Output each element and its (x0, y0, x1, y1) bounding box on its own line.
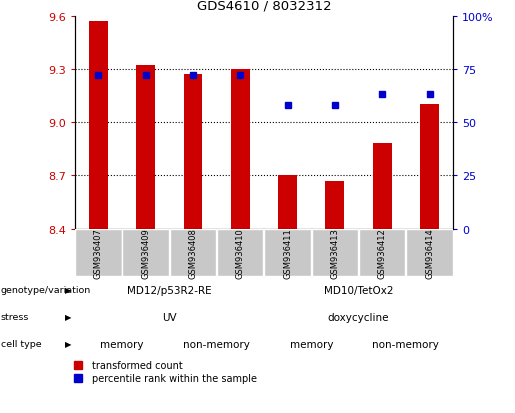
Bar (406, 229, 453, 277)
Text: GSM936409: GSM936409 (141, 228, 150, 278)
Bar (89, 22, 108, 229)
Bar (123, 229, 169, 277)
Bar (359, 229, 405, 277)
Text: memory: memory (100, 339, 144, 349)
Text: memory: memory (289, 339, 333, 349)
Text: ▶: ▶ (65, 313, 71, 321)
Text: cell type: cell type (1, 339, 41, 348)
Text: genotype/variation: genotype/variation (1, 286, 91, 294)
Bar (325, 181, 345, 229)
Text: non-memory: non-memory (183, 339, 250, 349)
Text: GSM936410: GSM936410 (236, 228, 245, 278)
Bar (420, 105, 439, 229)
Text: GSM936414: GSM936414 (425, 228, 434, 278)
Text: transformed count: transformed count (92, 360, 182, 370)
Bar (136, 66, 155, 229)
Bar (75, 229, 122, 277)
Text: GSM936413: GSM936413 (331, 228, 339, 278)
Bar (170, 229, 216, 277)
Text: stress: stress (1, 313, 29, 321)
Bar (264, 229, 311, 277)
Bar (373, 144, 392, 229)
Bar (278, 176, 297, 229)
Text: MD12/p53R2-RE: MD12/p53R2-RE (127, 285, 212, 295)
Bar (231, 70, 250, 229)
Text: doxycycline: doxycycline (328, 312, 389, 322)
Text: ▶: ▶ (65, 339, 71, 348)
Text: percentile rank within the sample: percentile rank within the sample (92, 373, 256, 383)
Bar (217, 229, 264, 277)
Text: GSM936407: GSM936407 (94, 228, 103, 278)
Text: GSM936408: GSM936408 (188, 228, 197, 278)
Text: MD10/TetOx2: MD10/TetOx2 (324, 285, 393, 295)
Bar (183, 75, 202, 229)
Text: GSM936411: GSM936411 (283, 228, 292, 278)
Text: GSM936412: GSM936412 (377, 228, 387, 278)
Text: ▶: ▶ (65, 286, 71, 294)
Text: UV: UV (162, 312, 177, 322)
Title: GDS4610 / 8032312: GDS4610 / 8032312 (197, 0, 331, 12)
Text: non-memory: non-memory (372, 339, 439, 349)
Bar (312, 229, 358, 277)
